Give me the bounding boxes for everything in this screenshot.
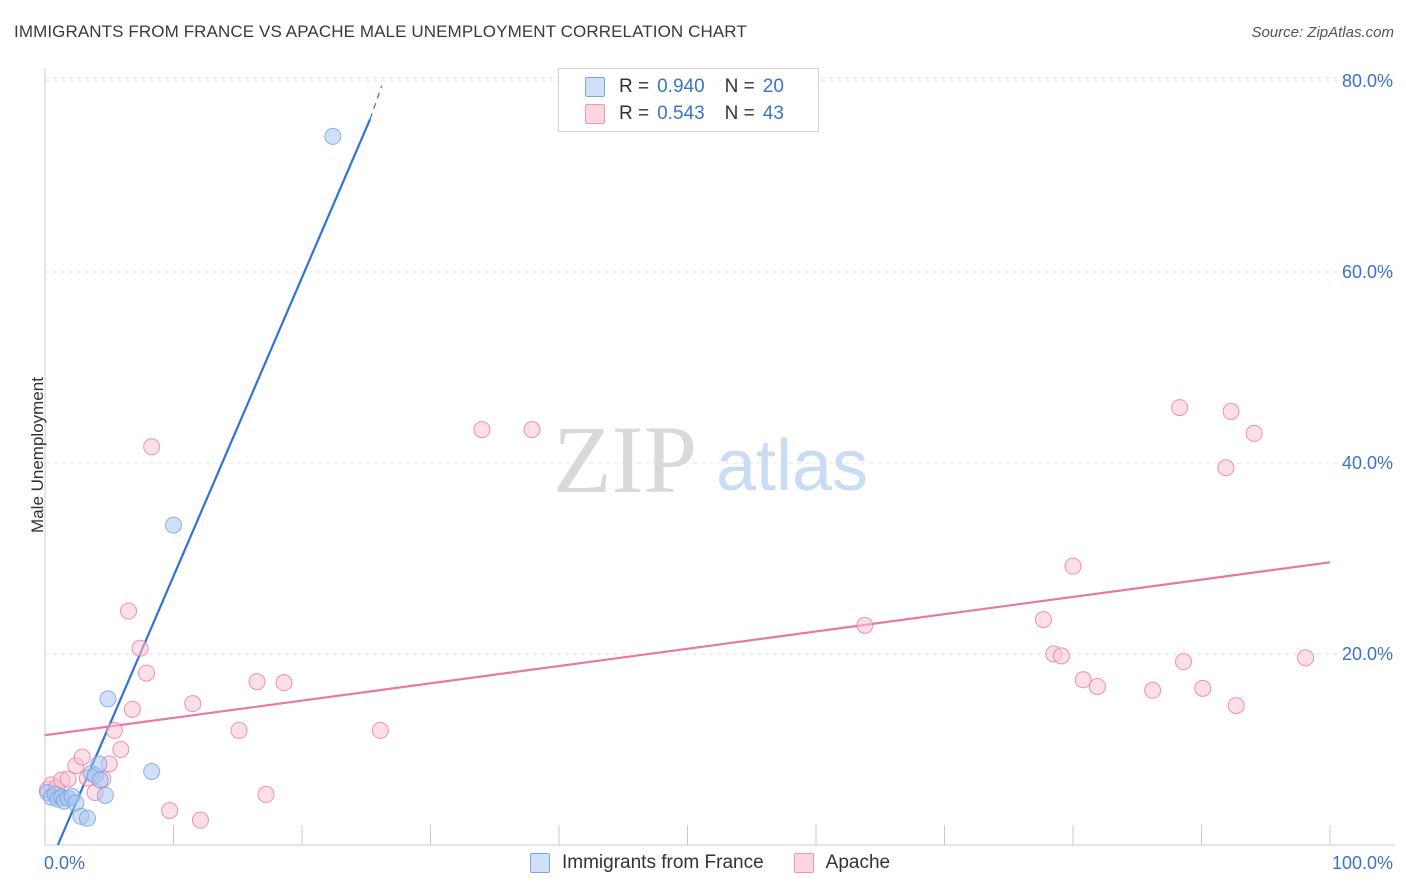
apache-point — [1194, 679, 1212, 697]
apache-point — [1297, 649, 1315, 667]
watermark-zip: ZIP — [553, 406, 697, 513]
legend-label-apache: Apache — [825, 852, 891, 873]
apache-point — [1064, 557, 1082, 575]
france-point — [165, 516, 182, 534]
x-tick-label: 100.0% — [1332, 853, 1393, 873]
apache-point — [473, 421, 491, 439]
apache-point — [248, 673, 266, 691]
apache-trend-line — [44, 561, 1331, 737]
source-label: Source: ZipAtlas.com — [1251, 24, 1394, 41]
apache-point — [123, 700, 141, 718]
france-point — [99, 690, 117, 708]
legend-n-value: 43 — [762, 103, 784, 124]
apache-point — [1245, 424, 1263, 442]
legend-swatch-apache — [793, 853, 814, 873]
apache-point — [1052, 647, 1070, 665]
france-point — [324, 127, 342, 145]
x-tick-label: 0.0% — [44, 853, 85, 873]
legend-swatch-france — [530, 853, 550, 873]
data-points — [39, 127, 1315, 829]
legend-r-label: R = — [619, 103, 650, 124]
apache-point — [275, 674, 293, 692]
legend-item-france[interactable]: Immigrants from France — [530, 852, 764, 874]
apache-point — [143, 438, 161, 456]
france-point — [96, 786, 114, 804]
legend-r-value: 0.543 — [657, 103, 705, 124]
france-point — [78, 809, 96, 827]
y-tick-label: 40.0% — [1342, 453, 1393, 473]
watermark-atlas: atlas — [716, 426, 868, 506]
legend-label-france: Immigrants from France — [562, 852, 764, 873]
apache-point — [138, 664, 156, 682]
apache-point — [257, 785, 275, 803]
apache-point — [1222, 402, 1240, 420]
y-tick-label: 60.0% — [1342, 262, 1393, 282]
y-axis-label: Male Unemployment — [28, 377, 47, 533]
correlation-legend: R = 0.940 N = 20 R = 0.543 N = 43 — [558, 68, 819, 132]
apache-point — [184, 695, 202, 713]
france-point — [143, 762, 161, 780]
apache-point — [1227, 697, 1245, 715]
france-point — [90, 755, 108, 773]
france-trend-extension — [369, 85, 383, 120]
apache-point — [1034, 611, 1052, 629]
legend-swatch-france — [585, 77, 605, 97]
legend-n-label: N = — [724, 76, 755, 97]
grid-lines — [45, 77, 1395, 655]
series-legend: Immigrants from France Apache — [530, 852, 920, 874]
apache-point — [112, 741, 130, 758]
apache-point — [1088, 677, 1106, 695]
apache-point — [856, 616, 874, 634]
apache-point — [59, 770, 77, 788]
legend-row-france: R = 0.940 N = 20 — [585, 75, 784, 99]
chart-title: IMMIGRANTS FROM FRANCE VS APACHE MALE UN… — [14, 22, 747, 41]
apache-point — [120, 602, 138, 620]
apache-point — [1074, 671, 1092, 689]
france-point — [91, 771, 109, 789]
legend-n-label: N = — [724, 103, 755, 124]
apache-point — [73, 748, 91, 766]
legend-item-apache[interactable]: Apache — [793, 852, 891, 874]
legend-row-apache: R = 0.543 N = 43 — [585, 102, 784, 126]
apache-point — [230, 721, 248, 739]
apache-point — [1171, 399, 1189, 417]
apache-point — [1217, 459, 1235, 477]
axes — [44, 68, 1395, 846]
legend-r-label: R = — [619, 76, 650, 97]
apache-point — [161, 802, 179, 820]
y-tick-label: 80.0% — [1342, 71, 1393, 91]
apache-point — [371, 721, 389, 739]
apache-point — [1175, 653, 1193, 671]
legend-r-value: 0.940 — [657, 76, 705, 97]
watermark: ZIP atlas — [553, 406, 868, 513]
tick-labels: 20.0% 40.0% 60.0% 80.0% 0.0% 100.0% — [44, 71, 1393, 873]
france-trend-line — [56, 118, 372, 846]
legend-swatch-apache — [585, 104, 605, 124]
y-tick-label: 20.0% — [1342, 644, 1393, 664]
apache-point — [523, 421, 541, 439]
legend-n-value: 20 — [762, 76, 784, 97]
apache-point — [105, 721, 123, 739]
apache-point — [191, 811, 209, 829]
apache-point — [131, 639, 149, 657]
apache-point — [1144, 681, 1162, 699]
